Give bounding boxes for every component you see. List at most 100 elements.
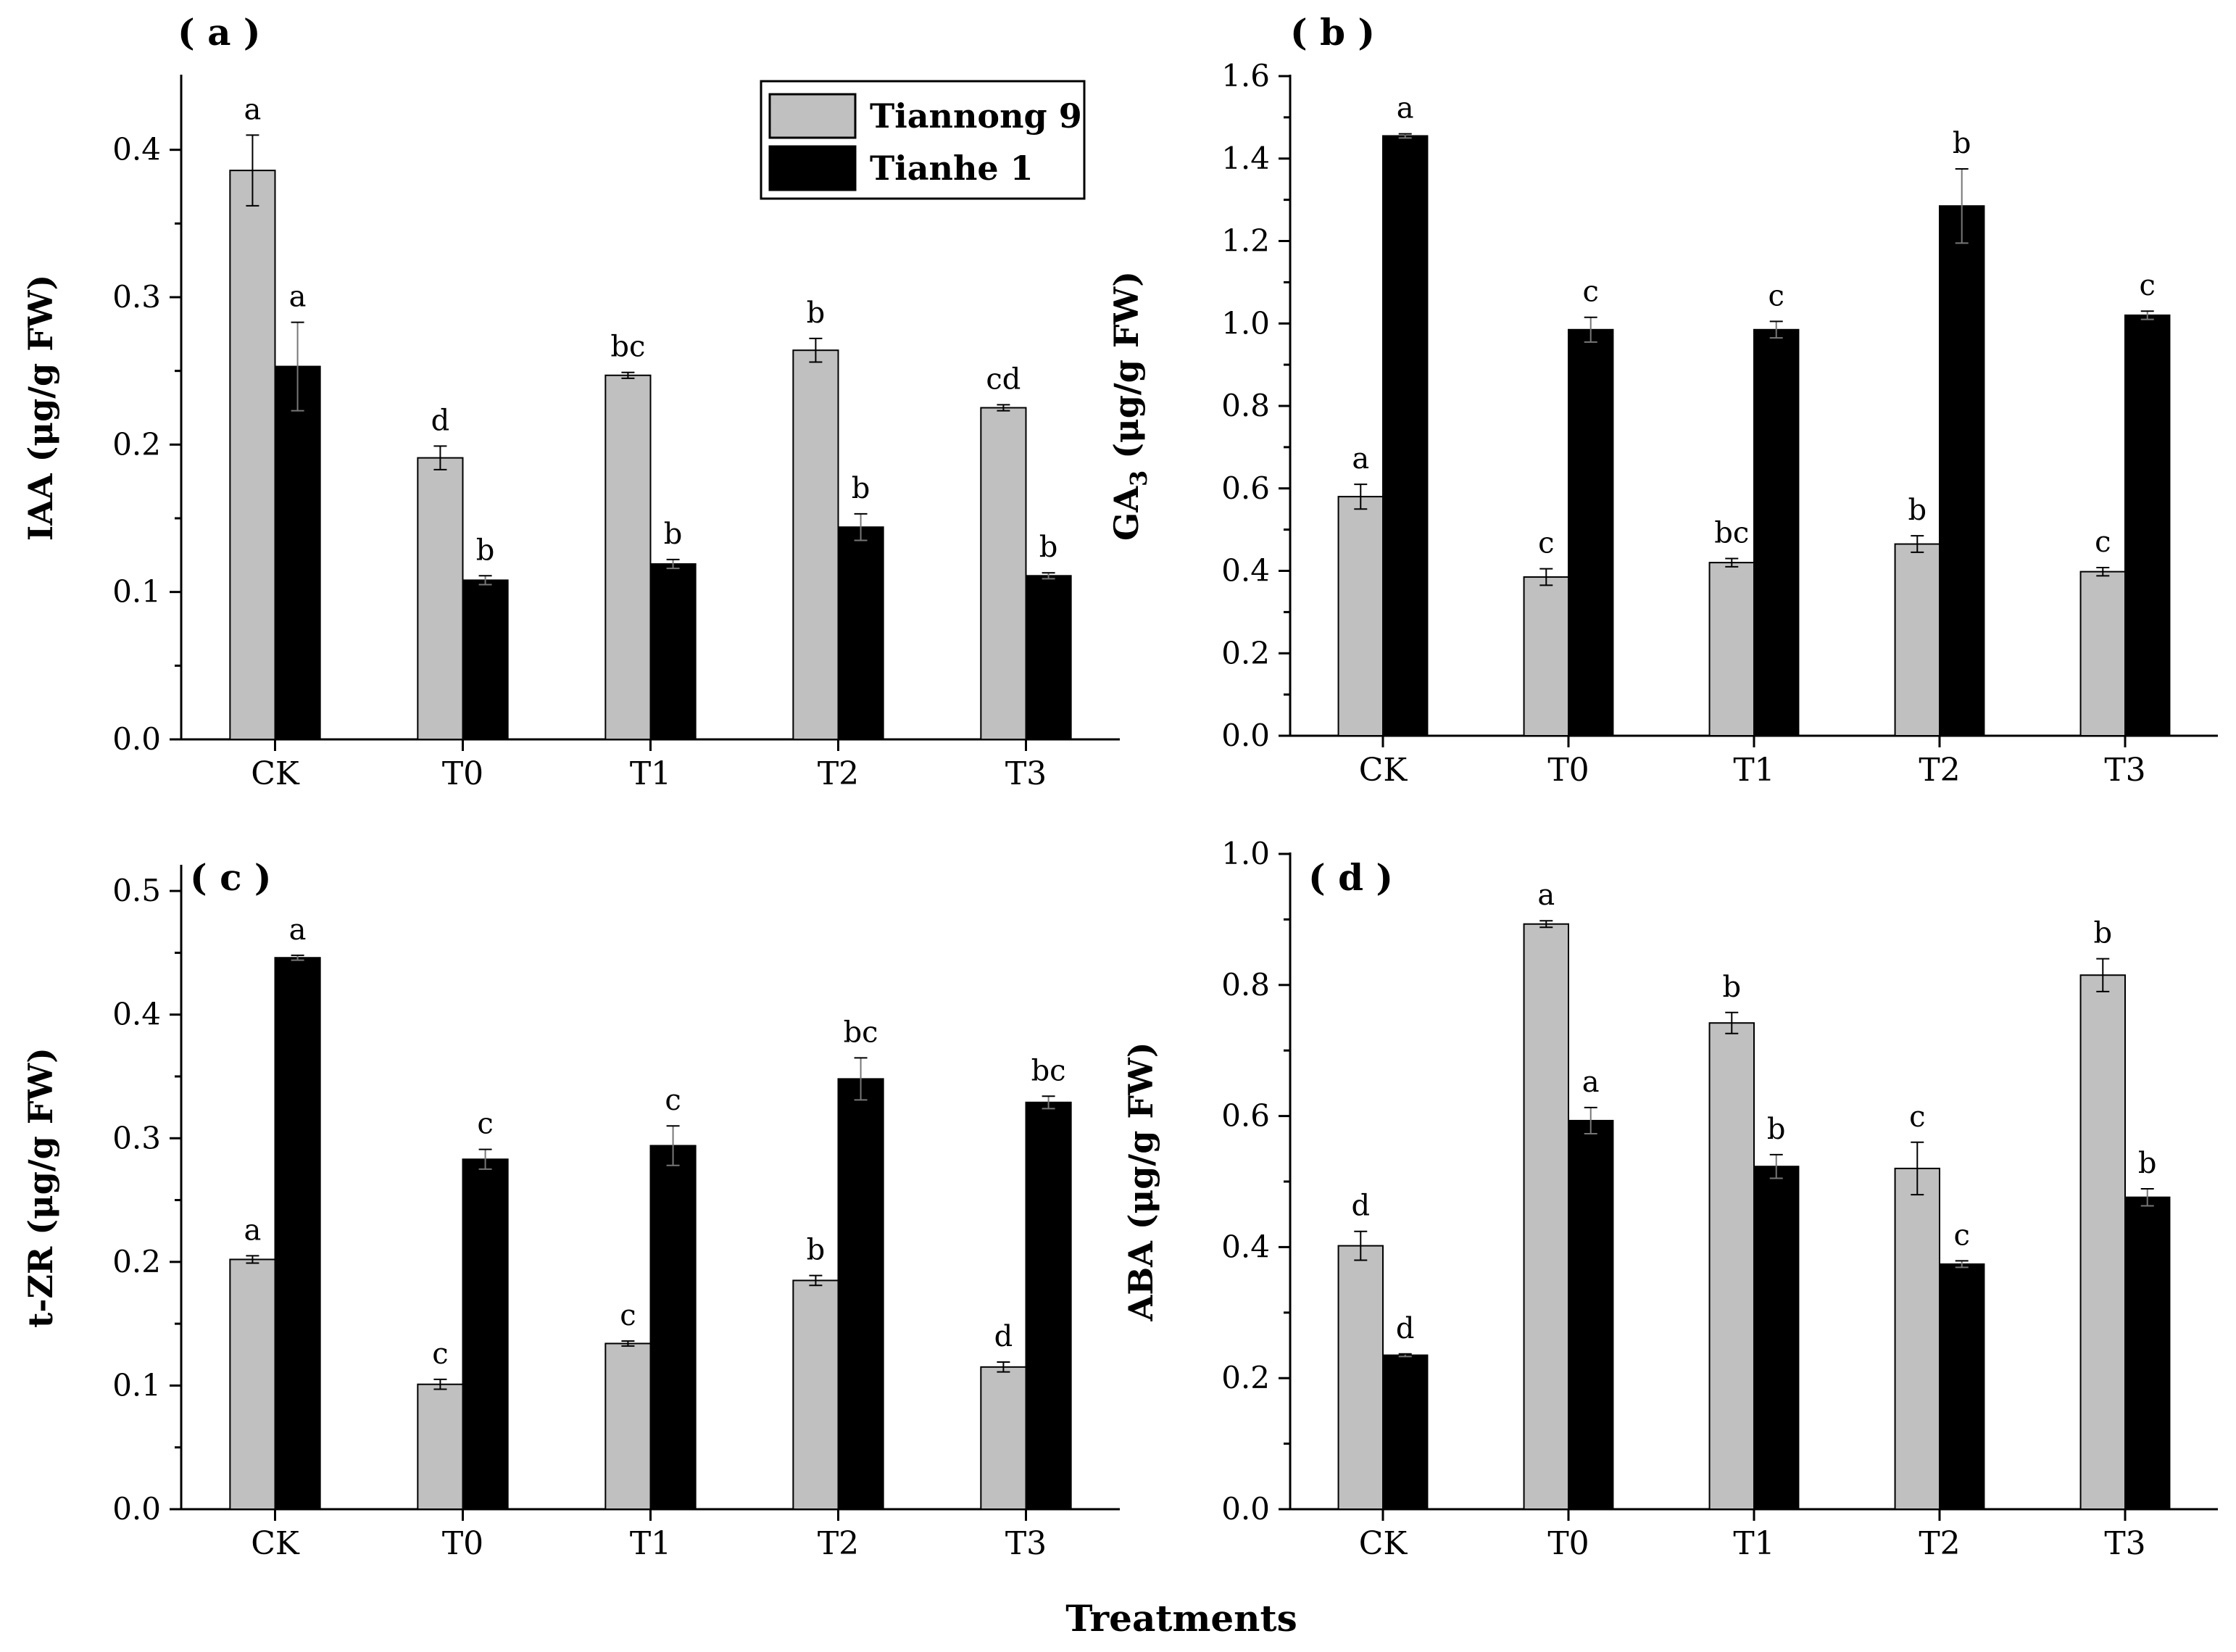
bar-tianhe-1	[1025, 575, 1072, 740]
y-tick-label: 0.2	[1221, 635, 1270, 671]
bar-tianhe-1	[462, 579, 509, 741]
y-axis-title-subscript: 3	[1125, 470, 1152, 486]
x-axis-title: Treatments	[1065, 1597, 1297, 1640]
bar-tiannong-9	[1523, 576, 1570, 736]
legend-swatch-tiannong-9	[768, 93, 857, 139]
y-tick-label: 0.3	[112, 279, 161, 315]
significance-letter: b	[1039, 531, 1058, 564]
panel-title: ( b )	[1290, 11, 1375, 54]
bar-tiannong-9	[792, 1279, 839, 1511]
y-tick-label: 0.2	[112, 1244, 161, 1279]
significance-letter: c	[1538, 527, 1554, 560]
bar-tianhe-1	[837, 1078, 884, 1510]
x-tick-label: T0	[442, 755, 483, 792]
significance-letter: d	[431, 404, 450, 437]
significance-letter: a	[1352, 442, 1369, 476]
bar-tiannong-9	[1337, 1245, 1384, 1511]
y-tick-label: 0.0	[1221, 718, 1270, 753]
x-tick-label: T1	[1733, 752, 1774, 789]
y-tick-label: 0.2	[112, 426, 161, 462]
bar-tianhe-1	[1568, 328, 1614, 736]
y-tick-label: 0.4	[1221, 553, 1270, 589]
y-tick-label: 1.2	[1221, 223, 1270, 259]
y-tick-label: 0.1	[112, 574, 161, 610]
bar-tianhe-1	[1382, 1354, 1429, 1511]
legend-label-tianhe-1: Tianhe 1	[870, 149, 1034, 188]
bar-tiannong-9	[1337, 496, 1384, 736]
significance-letter: b	[664, 518, 683, 551]
x-tick-label: T2	[818, 1525, 859, 1562]
bar-tianhe-1	[462, 1158, 509, 1511]
bar-tiannong-9	[417, 1383, 464, 1510]
bar-tiannong-9	[229, 1258, 276, 1510]
y-tick-label: 1.4	[1221, 141, 1270, 176]
bar-tianhe-1	[1568, 1119, 1614, 1510]
bar-tiannong-9	[1708, 562, 1755, 736]
panel-c: ( c ) 0.0 0.1 0.2 0.3 0.4 0.5 t-ZR (μg/g FW) CK a…	[21, 856, 1120, 1562]
x-tick-label: T2	[1919, 1525, 1960, 1562]
significance-letter: b	[852, 472, 870, 505]
x-tick-label: T1	[1733, 1525, 1774, 1562]
panel-a: ( a ) 0.0 0.1 0.2 0.3 0.4 IAA (μg/g FW) CK a a T0 d…	[21, 11, 1120, 792]
y-tick-label: 0.5	[112, 873, 161, 908]
x-tick-label: T2	[1919, 752, 1960, 789]
significance-letter: bc	[1714, 516, 1749, 549]
y-tick-label: 1.0	[1221, 836, 1270, 871]
significance-letter: bc	[610, 331, 645, 364]
x-tick-label: T3	[2104, 1525, 2145, 1562]
bar-tianhe-1	[274, 957, 321, 1510]
significance-letter: c	[2140, 269, 2156, 302]
bar-tianhe-1	[1939, 205, 1985, 736]
panel-title: ( a )	[178, 11, 261, 54]
significance-letter: c	[477, 1108, 493, 1141]
bar-tiannong-9	[604, 1342, 652, 1510]
bar-tianhe-1	[1753, 328, 1800, 736]
bar-tianhe-1	[2124, 1196, 2171, 1511]
significance-letter: b	[1767, 1113, 1786, 1146]
bar-tiannong-9	[1894, 1167, 1941, 1511]
x-tick-label: CK	[1359, 1525, 1408, 1562]
bar-tiannong-9	[229, 170, 276, 740]
panel-b: ( b ) 0.0 0.2 0.4 0.6 0.8 1.0 1.2 1.4 1.6 GA3 (μg/…	[1107, 11, 2218, 789]
y-tick-label: 1.6	[1221, 58, 1270, 94]
bar-tiannong-9	[792, 349, 839, 740]
significance-letter: d	[994, 1320, 1013, 1353]
significance-letter: b	[1908, 494, 1927, 527]
significance-letter: a	[289, 281, 307, 314]
bar-tiannong-9	[980, 407, 1027, 740]
y-tick-label: 0.1	[112, 1367, 161, 1403]
significance-letter: bc	[844, 1016, 878, 1049]
x-tick-label: T3	[1005, 755, 1047, 792]
y-tick-label: 0.0	[112, 721, 161, 757]
significance-letter: c	[665, 1084, 681, 1117]
significance-letter: cd	[986, 362, 1021, 396]
significance-letter: b	[2093, 917, 2112, 950]
y-tick-label: 0.8	[1221, 388, 1270, 423]
significance-letter: b	[807, 296, 826, 330]
bar-tianhe-1	[649, 563, 697, 740]
y-axis-title: t-ZR (μg/g FW)	[21, 1047, 60, 1328]
significance-letter: a	[244, 93, 261, 126]
significance-letter: d	[1396, 1312, 1415, 1345]
y-tick-label: 0.6	[1221, 1098, 1270, 1134]
significance-letter: c	[2095, 526, 2111, 559]
y-tick-label: 0.4	[1221, 1229, 1270, 1264]
panel-title: ( c )	[190, 856, 272, 899]
significance-letter: a	[244, 1213, 261, 1247]
bar-tianhe-1	[837, 526, 884, 740]
x-tick-label: T1	[630, 755, 671, 792]
x-tick-label: T0	[442, 1525, 483, 1562]
y-axis-title: IAA (μg/g FW)	[21, 275, 60, 541]
bar-tiannong-9	[2079, 570, 2127, 737]
y-tick-label: 0.4	[112, 997, 161, 1032]
bar-tiannong-9	[2079, 974, 2127, 1510]
y-tick-label: 0.6	[1221, 470, 1270, 506]
bar-tiannong-9	[980, 1366, 1027, 1511]
y-tick-label: 0.4	[112, 132, 161, 167]
significance-letter: b	[807, 1234, 826, 1267]
x-tick-label: T3	[1005, 1525, 1047, 1562]
x-tick-label: CK	[251, 1525, 300, 1562]
bar-tiannong-9	[417, 457, 464, 741]
significance-letter: b	[1953, 127, 1971, 160]
panel-d: ( d ) 0.0 0.2 0.4 0.6 0.8 1.0 ABA (μg/g FW) CK d d…	[1121, 836, 2218, 1562]
